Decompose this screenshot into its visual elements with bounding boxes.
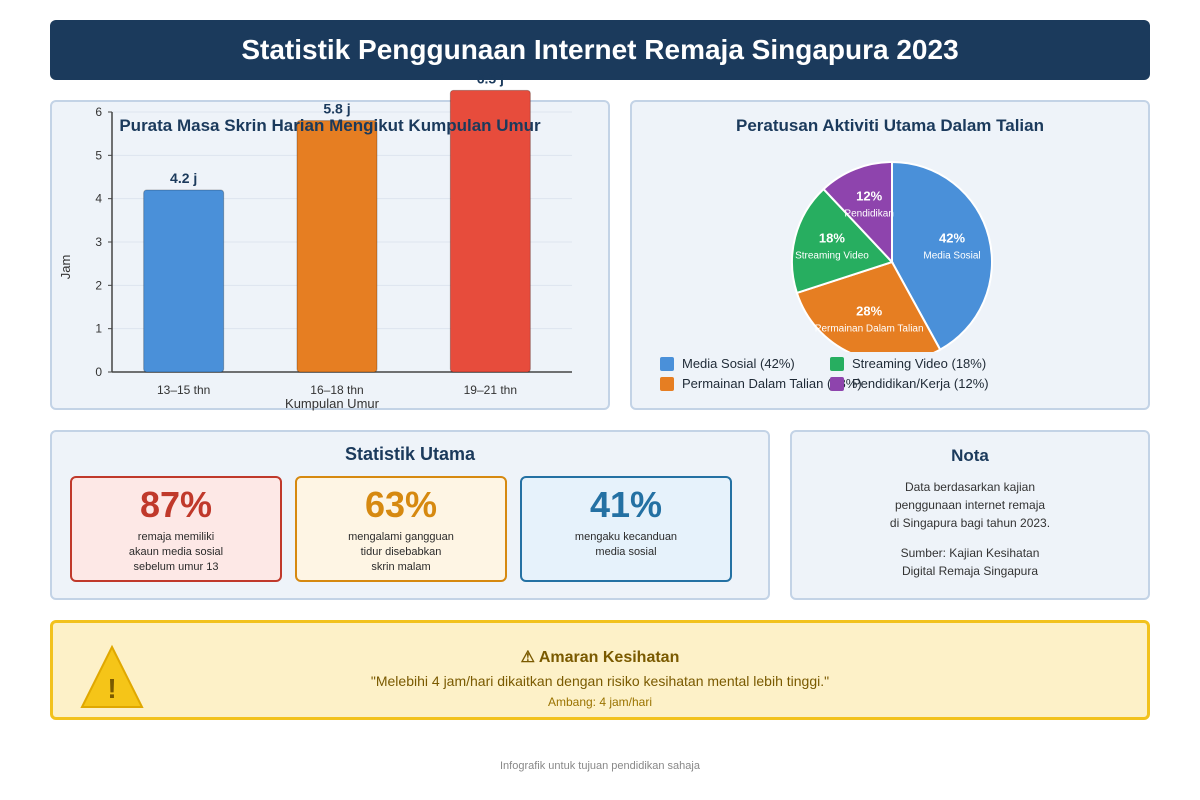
legend-item-media-sosial: Media Sosial (42%) bbox=[660, 356, 795, 371]
stat-card: 41% mengaku kecanduan media sosial bbox=[520, 476, 732, 582]
legend-label: Permainan Dalam Talian (28%) bbox=[682, 376, 862, 391]
pie-slice-label: Permainan Dalam Talian bbox=[815, 324, 924, 335]
key-stats-panel: Statistik Utama 87% remaja memiliki akau… bbox=[50, 430, 770, 600]
pie-slice bbox=[795, 260, 942, 352]
x-tick-label: 19–21 thn bbox=[464, 383, 517, 397]
page-title: Statistik Penggunaan Internet Remaja Sin… bbox=[241, 34, 959, 65]
stat-card: 87% remaja memiliki akaun media sosial s… bbox=[70, 476, 282, 582]
note-title: Nota bbox=[951, 446, 989, 465]
pie-percent-label: 28% bbox=[856, 304, 882, 319]
warning-threshold: Ambang: 4 jam/hari bbox=[547, 695, 653, 709]
note-panel: Nota Data berdasarkan kajian penggunaan … bbox=[790, 430, 1150, 600]
y-tick-label: 5 bbox=[95, 148, 102, 162]
legend-swatch bbox=[660, 376, 674, 391]
bar-chart: 0 1 2 3 4 5 6 4.2 j 13–15 thn 5.8 j 16–18 thn 6.5 j… bbox=[58, 70, 572, 411]
note-body: Data berdasarkan kajian penggunaan inter… bbox=[889, 480, 1051, 530]
key-stats-title: Statistik Utama bbox=[344, 444, 476, 464]
page-header: Statistik Penggunaan Internet Remaja Sin… bbox=[50, 20, 1150, 80]
bar bbox=[296, 120, 378, 373]
footer-note: Infografik untuk tujuan pendidikan sahaj… bbox=[500, 760, 700, 772]
pie-slice-label: Streaming Video bbox=[795, 251, 869, 262]
warning-quote: "Melebihi 4 jam/hari dikaitkan dengan ri… bbox=[370, 673, 830, 689]
legend-swatch bbox=[660, 356, 674, 371]
bar-data-label: 6.5 j bbox=[477, 70, 504, 86]
y-tick-label: 1 bbox=[95, 322, 102, 336]
pie-percent-label: 18% bbox=[819, 231, 845, 246]
y-tick-label: 3 bbox=[95, 235, 102, 249]
pie-percent-label: 42% bbox=[939, 231, 965, 246]
legend-swatch bbox=[830, 356, 844, 371]
health-warning-panel: ! ⚠ Amaran Kesihatan "Melebihi 4 jam/har… bbox=[50, 620, 1150, 720]
y-tick-label: 6 bbox=[95, 105, 102, 119]
y-tick-label: 0 bbox=[95, 365, 102, 379]
legend-label: Media Sosial (42%) bbox=[682, 356, 795, 371]
bar bbox=[143, 189, 225, 373]
stat-description: mengalami gangguan tidur disebabkan skri… bbox=[348, 531, 454, 573]
stat-value: 63% bbox=[364, 484, 438, 525]
legend-item-permainan: Permainan Dalam Talian (28%) bbox=[660, 376, 862, 391]
pie-chart-panel: Peratusan Aktiviti Utama Dalam Talian 42… bbox=[630, 100, 1150, 410]
bar-chart-panel: 0 1 2 3 4 5 6 4.2 j 13–15 thn 5.8 j 16–18 thn 6.5 j… bbox=[50, 70, 610, 411]
legend-label: Pendidikan/Kerja (12%) bbox=[852, 376, 989, 391]
stat-description: remaja memiliki akaun media sosial sebel… bbox=[128, 531, 224, 573]
pie-slice bbox=[791, 187, 894, 295]
stat-value: 87% bbox=[139, 484, 213, 525]
x-axis-label: Kumpulan Umur bbox=[285, 396, 380, 411]
pie-slice-label: Media Sosial bbox=[923, 251, 980, 262]
bar bbox=[449, 89, 531, 373]
pie-slice-label: Pendidikan bbox=[844, 208, 893, 219]
stat-description: mengaku kecanduan media sosial bbox=[574, 531, 678, 558]
y-axis-label: Jam bbox=[58, 255, 73, 280]
y-tick-label: 2 bbox=[95, 278, 102, 292]
bar-data-label: 4.2 j bbox=[170, 170, 197, 186]
note-source: Sumber: Kajian Kesihatan Digital Remaja … bbox=[900, 546, 1040, 578]
pie-percent-label: 12% bbox=[856, 188, 882, 203]
bar-data-label: 5.8 j bbox=[323, 101, 350, 117]
pie-slice bbox=[891, 160, 993, 351]
warning-icon-glyph: ! bbox=[107, 673, 116, 704]
warning-triangle-icon: ! bbox=[80, 644, 144, 708]
pie-chart: 42% Media Sosial 28% Permainan Dalam Talian… bbox=[791, 160, 993, 352]
x-tick-label: 13–15 thn bbox=[157, 383, 210, 397]
legend-item-streaming-video: Streaming Video (18%) bbox=[830, 356, 986, 371]
y-tick-label: 4 bbox=[95, 192, 102, 206]
stat-card: 63% mengalami gangguan tidur disebabkan … bbox=[295, 476, 507, 582]
stat-value: 41% bbox=[589, 484, 663, 525]
x-tick-label: 16–18 thn bbox=[310, 383, 363, 397]
bar-chart-title: Purata Masa Skrin Harian Mengikut Kumpul… bbox=[119, 116, 541, 135]
legend-item-pendidikan: Pendidikan/Kerja (12%) bbox=[830, 376, 989, 391]
pie-slice bbox=[822, 160, 893, 265]
pie-chart-title: Peratusan Aktiviti Utama Dalam Talian bbox=[736, 116, 1044, 135]
legend-swatch bbox=[830, 376, 844, 391]
legend-label: Streaming Video (18%) bbox=[852, 356, 987, 371]
warning-title: ⚠ Amaran Kesihatan bbox=[520, 649, 680, 666]
